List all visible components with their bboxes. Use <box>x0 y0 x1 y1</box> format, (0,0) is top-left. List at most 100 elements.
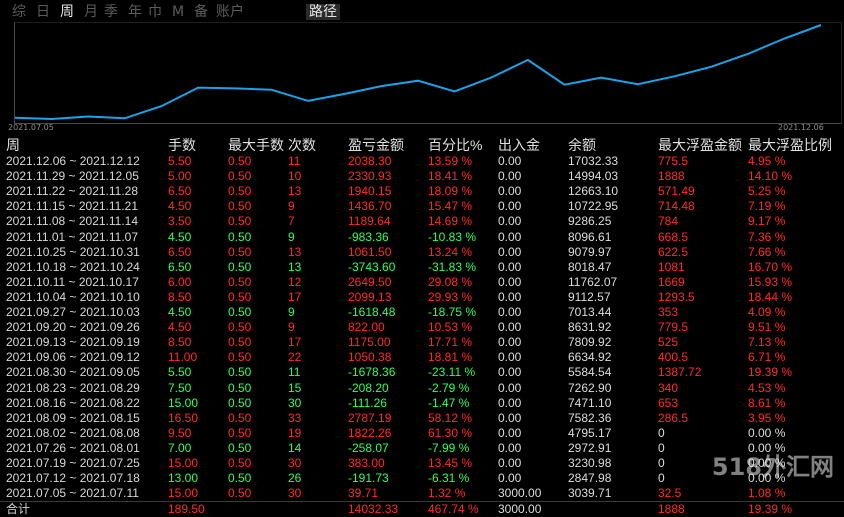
col-header-percent[interactable]: 百分比% <box>428 136 496 154</box>
table-cell: 15.00 <box>168 456 223 471</box>
chart-end-date: 2021.12.06 <box>778 123 824 132</box>
table-cell: 14 <box>288 441 343 456</box>
table-cell: 8631.92 <box>568 320 656 335</box>
table-cell: 2021.11.01 ~ 2021.11.07 <box>6 230 156 245</box>
col-header-lots[interactable]: 手数 <box>168 136 223 154</box>
table-cell: 1822.26 <box>348 426 428 441</box>
tab-7[interactable]: M <box>172 4 184 20</box>
table-cell: 4.53 % <box>748 381 844 396</box>
table-cell: 4.50 <box>168 230 223 245</box>
col-header-max-float-ratio[interactable]: 最大浮盈比例 <box>748 136 844 154</box>
col-header-deposit[interactable]: 出入金 <box>498 136 564 154</box>
table-cell: 784 <box>658 214 748 229</box>
table-cell: 0.50 <box>228 486 286 501</box>
table-cell: 26 <box>288 471 343 486</box>
table-cell: 0.00 <box>498 426 564 441</box>
table-cell: 0.00 <box>498 199 564 214</box>
table-cell: 6.50 <box>168 184 223 199</box>
table-cell: 2099.13 <box>348 290 428 305</box>
table-cell: 0.00 <box>498 365 564 380</box>
total-cell: 1888 <box>658 502 748 517</box>
table-cell: 714.48 <box>658 199 748 214</box>
chart-start-date: 2021.07.05 <box>8 123 54 132</box>
table-cell: 2021.10.04 ~ 2021.10.10 <box>6 290 156 305</box>
table-cell: 0.00 <box>498 411 564 426</box>
table-cell: 8.61 % <box>748 396 844 411</box>
tab-9[interactable]: 账户 <box>216 4 244 20</box>
total-cell: 14032.33 <box>348 502 428 517</box>
table-cell: 9 <box>288 230 343 245</box>
table-cell: -208.20 <box>348 381 428 396</box>
table-cell: 7.50 <box>168 381 223 396</box>
total-cell: 19.39 % <box>748 502 844 517</box>
table-cell: 0.50 <box>228 320 286 335</box>
col-header-max-lots[interactable]: 最大手数 <box>228 136 286 154</box>
table-cell: 0.00 <box>498 184 564 199</box>
table-cell: 0.50 <box>228 365 286 380</box>
tab-4[interactable]: 季 <box>104 4 118 20</box>
table-cell: 7.19 % <box>748 199 844 214</box>
table-cell: 0.00 <box>498 320 564 335</box>
col-header-pnl[interactable]: 盈亏金额 <box>348 136 428 154</box>
table-cell: 775.5 <box>658 154 748 169</box>
table-cell: -10.83 % <box>428 230 496 245</box>
tab-1[interactable]: 日 <box>36 4 50 20</box>
table-cell: 5.00 <box>168 169 223 184</box>
table-cell: 2330.93 <box>348 169 428 184</box>
table-cell: 2021.09.20 ~ 2021.09.26 <box>6 320 156 335</box>
table-cell: 19 <box>288 426 343 441</box>
table-cell: 6.00 <box>168 275 223 290</box>
tab-3[interactable]: 月 <box>84 4 98 20</box>
table-cell: 13.24 % <box>428 245 496 260</box>
table-cell: 5.50 <box>168 365 223 380</box>
col-header-balance[interactable]: 余额 <box>568 136 656 154</box>
col-header-max-float-amount[interactable]: 最大浮盈金额 <box>658 136 748 154</box>
tab-5[interactable]: 年 <box>128 4 142 20</box>
table-cell: 8096.61 <box>568 230 656 245</box>
table-cell: 15.00 <box>168 396 223 411</box>
table-cell: 0.50 <box>228 245 286 260</box>
table-cell: 5.50 <box>168 154 223 169</box>
col-header-count[interactable]: 次数 <box>288 136 343 154</box>
table-cell: 0.50 <box>228 350 286 365</box>
table-cell: 653 <box>658 396 748 411</box>
table-cell: 8.50 <box>168 290 223 305</box>
tab-6[interactable]: 巾 <box>148 4 162 20</box>
table-cell: 0.00 <box>498 441 564 456</box>
table-cell: 2787.19 <box>348 411 428 426</box>
col-header-week[interactable]: 周 <box>6 136 156 154</box>
table-cell: 8018.47 <box>568 260 656 275</box>
table-cell: 400.5 <box>658 350 748 365</box>
table-cell: 0.00 <box>498 381 564 396</box>
table-cell: 4.50 <box>168 199 223 214</box>
table-cell: 1293.5 <box>658 290 748 305</box>
table-cell: 1436.70 <box>348 199 428 214</box>
table-cell: 0.00 % <box>748 426 844 441</box>
table-cell: 18.09 % <box>428 184 496 199</box>
table-cell: 0.00 <box>498 350 564 365</box>
tab-0[interactable]: 综 <box>12 4 26 20</box>
tab-2[interactable]: 周 <box>60 4 74 20</box>
tab-8[interactable]: 备 <box>194 4 208 20</box>
tab-10[interactable]: 路径 <box>306 4 340 20</box>
